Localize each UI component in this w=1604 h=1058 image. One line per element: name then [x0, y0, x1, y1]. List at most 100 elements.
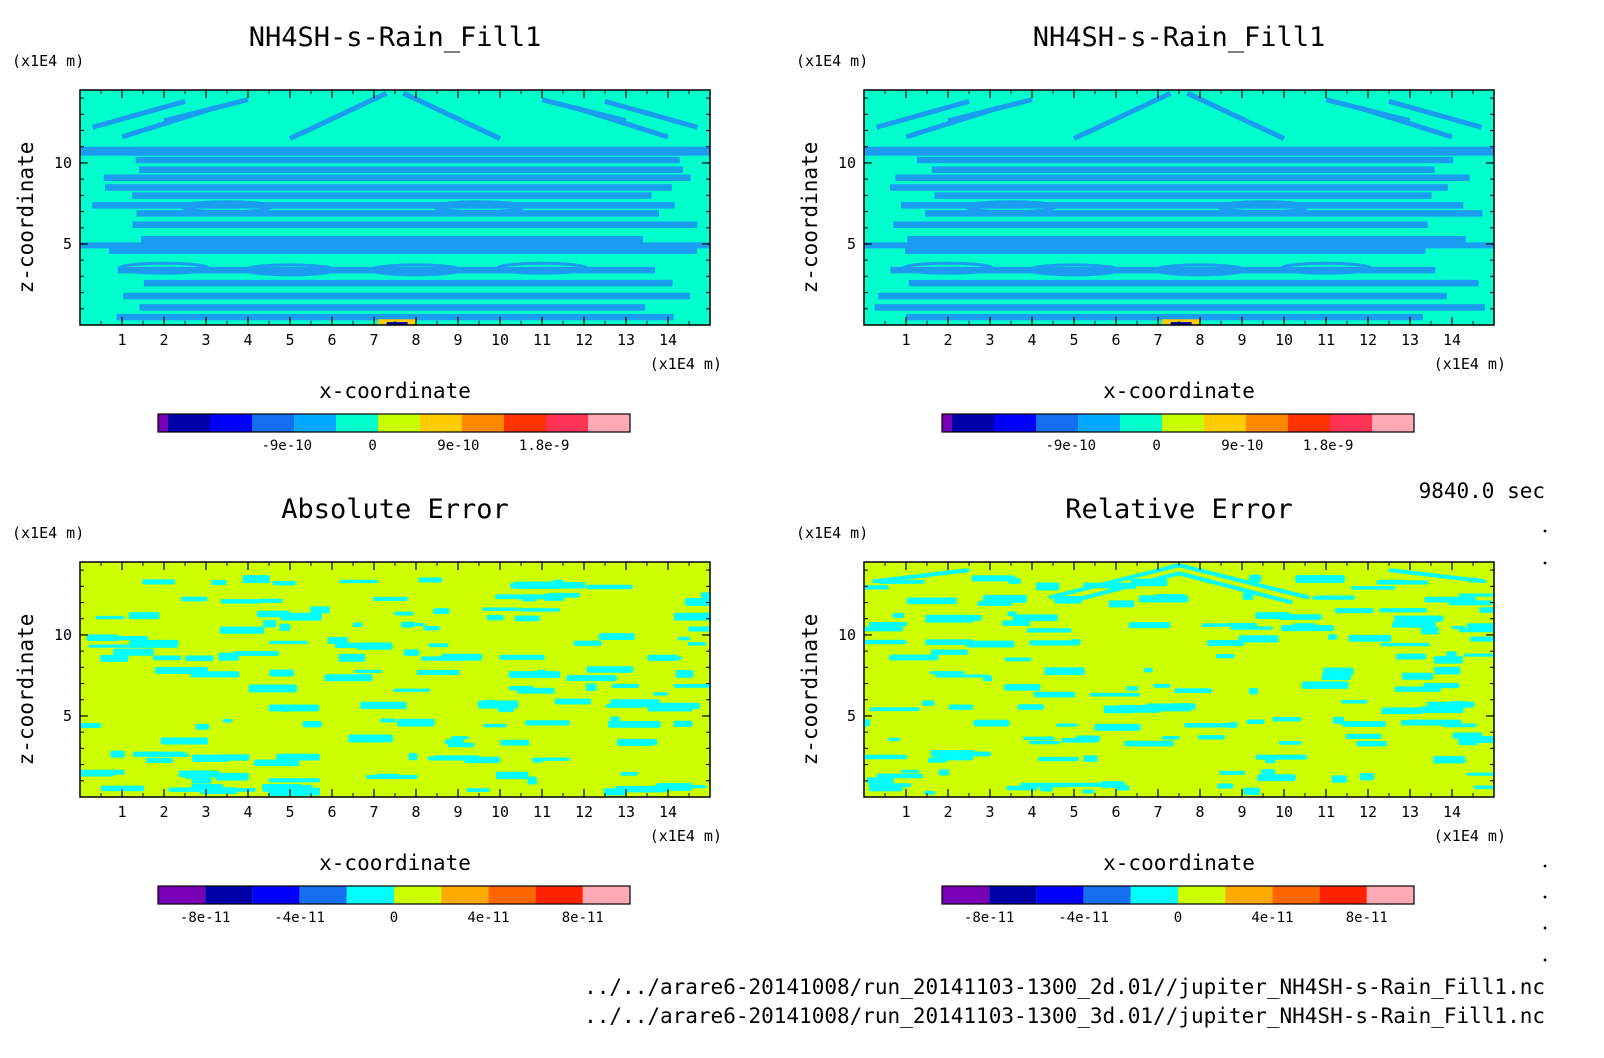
error-blob: [1004, 657, 1032, 662]
error-blob: [1350, 586, 1396, 590]
error-blob: [525, 720, 570, 726]
error-blob: [1421, 627, 1439, 635]
contour-band: [908, 279, 1479, 287]
plot-area: [80, 562, 710, 797]
contour-band: [141, 236, 643, 243]
panels-group: NH4SH-s-Rain_Fill1(x1E4 m)1 2 3 4 5 6 7 8 9 10 11 1…: [12, 22, 1506, 926]
x-tick-label: 14: [1443, 803, 1461, 821]
contour-band: [906, 313, 1423, 321]
x-tick-label: 9: [1237, 331, 1246, 349]
contour-lens: [901, 261, 995, 275]
error-blob: [248, 684, 297, 693]
error-blob: [508, 671, 561, 679]
error-blob: [1083, 755, 1098, 762]
error-blob: [1249, 574, 1262, 583]
contour-band: [905, 247, 1426, 254]
contour-band: [864, 242, 1494, 249]
error-blob: [906, 597, 957, 605]
error-blob: [1449, 701, 1468, 709]
error-blob: [1458, 738, 1478, 746]
chart-title: Relative Error: [1065, 494, 1293, 525]
colorbar: -8e-11 -4e-11 0 4e-11 8e-11: [941, 885, 1415, 926]
error-blob: [864, 626, 903, 632]
colorbar-swatch: [1366, 886, 1414, 904]
error-blob: [1198, 734, 1225, 740]
error-blob: [1246, 719, 1265, 724]
error-blob: [1446, 651, 1457, 658]
x-tick-label: 1: [901, 803, 910, 821]
error-blob: [268, 778, 321, 783]
colorbar-swatch: [210, 414, 252, 432]
error-blob: [233, 650, 279, 656]
colorbar-swatch: [942, 414, 952, 432]
x-tick-label: 9: [1237, 803, 1246, 821]
colorbar-tick-label: -9e-10: [261, 438, 312, 454]
colorbar-swatch: [535, 886, 583, 904]
error-blob: [269, 669, 294, 677]
error-blob: [1442, 723, 1477, 728]
colorbar-swatch: [378, 414, 420, 432]
x-tick-label: 3: [985, 331, 994, 349]
colorbar-frame: [157, 885, 631, 905]
x-tick-label: 1: [117, 803, 126, 821]
error-blob: [1081, 789, 1095, 794]
colorbar-swatch: [252, 886, 300, 904]
error-blob: [517, 687, 555, 694]
error-blob: [545, 582, 586, 589]
error-blob: [276, 753, 320, 761]
contour-band: [143, 279, 673, 287]
contour-band: [878, 292, 1447, 300]
error-blob: [610, 716, 620, 725]
error-blob: [356, 642, 393, 650]
error-blob: [1277, 614, 1322, 620]
error-blob: [1094, 723, 1141, 731]
error-blob: [1023, 736, 1055, 741]
contour-band: [907, 236, 1466, 243]
error-blob: [924, 790, 935, 795]
x-tick-label: 2: [159, 803, 168, 821]
x-tick-label: 12: [1359, 803, 1377, 821]
error-blob: [1402, 672, 1433, 680]
contour-streak: [604, 98, 699, 130]
colorbar-swatch: [1319, 886, 1367, 904]
error-blob: [661, 656, 682, 661]
error-blob: [688, 626, 710, 632]
plot-area: [80, 90, 710, 325]
error-blob: [128, 612, 160, 620]
contour-band: [132, 221, 698, 229]
chart-title: NH4SH-s-Rain_Fill1: [1033, 22, 1326, 53]
contour-band: [893, 221, 1428, 229]
y-tick-label: 10: [54, 626, 72, 644]
error-blob: [1061, 737, 1099, 743]
contour-band: [874, 304, 1485, 311]
colorbar-swatch: [1036, 414, 1078, 432]
contour-lens: [243, 263, 337, 277]
x-unit-label: (x1E4 m): [650, 355, 722, 373]
x-tick-label: 10: [1275, 803, 1293, 821]
colorbar-swatch: [994, 414, 1036, 432]
x-tick-label: 11: [1317, 331, 1335, 349]
contour-band: [136, 210, 659, 217]
error-blob: [1479, 607, 1494, 613]
contour-band: [117, 266, 656, 274]
error-blob: [1315, 595, 1355, 600]
contour-lens: [1216, 200, 1310, 214]
error-blob: [510, 583, 548, 589]
colorbar-swatch: [168, 414, 210, 432]
contour-band: [135, 156, 680, 164]
x-tick-label: 3: [985, 803, 994, 821]
contour-band: [80, 242, 710, 249]
contour-band: [901, 202, 1464, 209]
error-blob: [373, 596, 408, 601]
x-tick-label: 2: [159, 331, 168, 349]
x-tick-label: 11: [533, 803, 551, 821]
colorbar-swatch: [488, 886, 536, 904]
x-tick-label: 6: [327, 331, 336, 349]
chart-panel-2: NH4SH-s-Rain_Fill1(x1E4 m)1 2 3 4 5 6 7 8 9 10 11 1…: [796, 22, 1506, 454]
contour-band: [864, 146, 1494, 156]
footer-path-2d: ../../arare6-20141008/run_20141103-1300_…: [584, 975, 1545, 999]
x-tick-label: 4: [1027, 803, 1036, 821]
colorbar-swatch: [1083, 886, 1131, 904]
error-blob: [1348, 634, 1392, 642]
